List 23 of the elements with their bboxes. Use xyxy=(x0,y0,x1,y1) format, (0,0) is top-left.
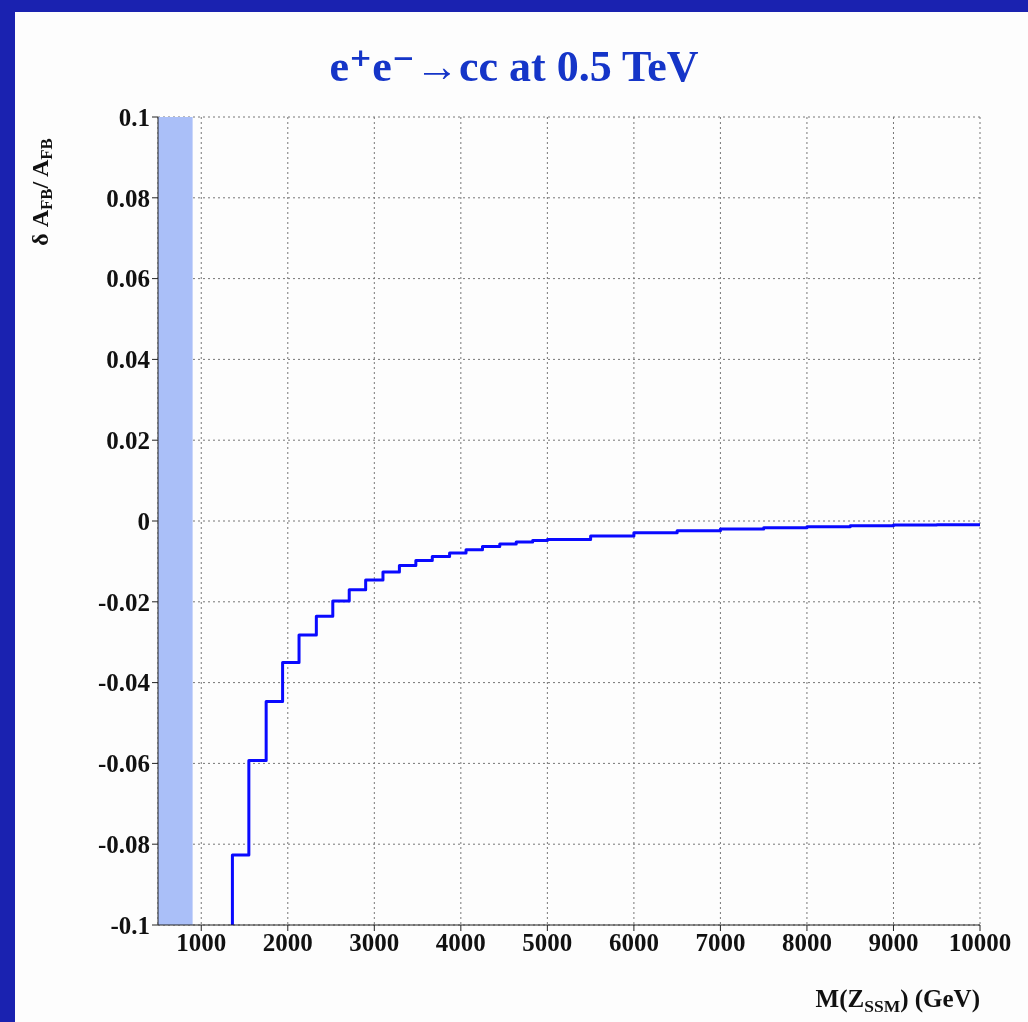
x-tick-label: 1000 xyxy=(176,928,227,956)
y-tick-label: -0.06 xyxy=(97,750,150,778)
x-tick-label: 2000 xyxy=(262,928,313,956)
y-tick-label: 0.04 xyxy=(106,346,151,374)
x-tick-label: 7000 xyxy=(695,928,746,956)
y-tick-label: 0.06 xyxy=(106,265,150,293)
y-tick-label: 0 xyxy=(137,507,150,535)
x-tick-label: 4000 xyxy=(435,928,486,956)
x-tick-label: 9000 xyxy=(868,928,919,956)
y-tick-label: 0.1 xyxy=(118,103,150,131)
x-tick-label: 6000 xyxy=(608,928,659,956)
x-tick-label: 5000 xyxy=(522,928,573,956)
x-axis-title: M(Z$_{SSM}$) (GeV) xyxy=(815,985,980,1016)
x-tick-label: 3000 xyxy=(349,928,400,956)
chart-title: e⁺e⁻→cc at 0.5 TeV xyxy=(328,41,700,92)
y-tick-label: -0.08 xyxy=(97,831,150,859)
x-tick-label: 8000 xyxy=(781,928,832,956)
y-tick-label: 0.02 xyxy=(106,427,150,455)
y-tick-label: -0.04 xyxy=(97,669,151,697)
y-tick-label: -0.1 xyxy=(110,911,150,939)
y-tick-label: -0.02 xyxy=(97,588,150,616)
x-tick-label: 10000 xyxy=(948,928,1012,956)
y-tick-label: 0.08 xyxy=(106,184,150,212)
